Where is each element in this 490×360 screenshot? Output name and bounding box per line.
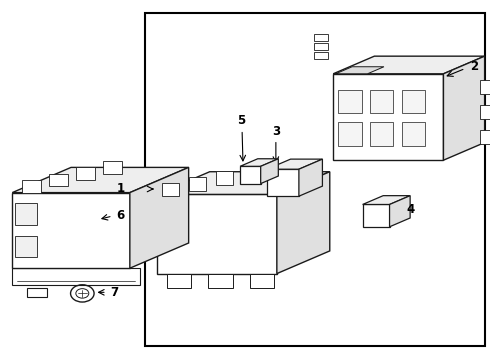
Polygon shape [157, 172, 330, 194]
Text: 5: 5 [237, 114, 245, 127]
Polygon shape [189, 177, 206, 190]
Bar [338, 122, 362, 146]
Bar [15, 236, 37, 257]
Text: 3: 3 [272, 125, 280, 138]
Polygon shape [277, 172, 330, 274]
Polygon shape [216, 171, 233, 185]
Bar [480, 130, 490, 144]
Text: 6: 6 [117, 209, 125, 222]
Polygon shape [267, 169, 299, 196]
Polygon shape [333, 74, 443, 160]
Bar [338, 90, 362, 113]
Polygon shape [240, 166, 261, 184]
Polygon shape [336, 67, 384, 74]
Bar [208, 274, 233, 288]
Bar [250, 274, 274, 288]
Polygon shape [314, 52, 328, 59]
Polygon shape [157, 194, 277, 274]
Polygon shape [299, 159, 322, 196]
Bar [370, 90, 393, 113]
Polygon shape [103, 161, 122, 174]
Polygon shape [22, 180, 41, 193]
Bar [402, 90, 425, 113]
Text: 4: 4 [407, 203, 415, 216]
Polygon shape [49, 174, 68, 186]
Polygon shape [130, 167, 189, 268]
Polygon shape [314, 43, 328, 50]
Text: 1: 1 [117, 183, 125, 195]
Polygon shape [12, 193, 130, 268]
Polygon shape [27, 288, 47, 297]
Polygon shape [363, 196, 410, 204]
Polygon shape [390, 196, 410, 227]
Text: 2: 2 [470, 60, 479, 73]
Bar [15, 203, 37, 225]
Bar [370, 122, 393, 146]
Polygon shape [162, 183, 179, 196]
Polygon shape [314, 34, 328, 41]
Polygon shape [243, 166, 260, 179]
Bar [480, 105, 490, 119]
Polygon shape [12, 268, 140, 285]
Polygon shape [333, 56, 485, 74]
Bar [402, 122, 425, 146]
Polygon shape [76, 167, 95, 180]
Bar [145, 13, 485, 346]
Polygon shape [363, 204, 390, 227]
Polygon shape [267, 159, 322, 169]
Polygon shape [261, 159, 278, 184]
Polygon shape [12, 167, 189, 193]
Text: 7: 7 [110, 286, 119, 299]
Polygon shape [240, 159, 278, 166]
Bar [480, 80, 490, 94]
Bar [167, 274, 191, 288]
Polygon shape [443, 56, 485, 160]
